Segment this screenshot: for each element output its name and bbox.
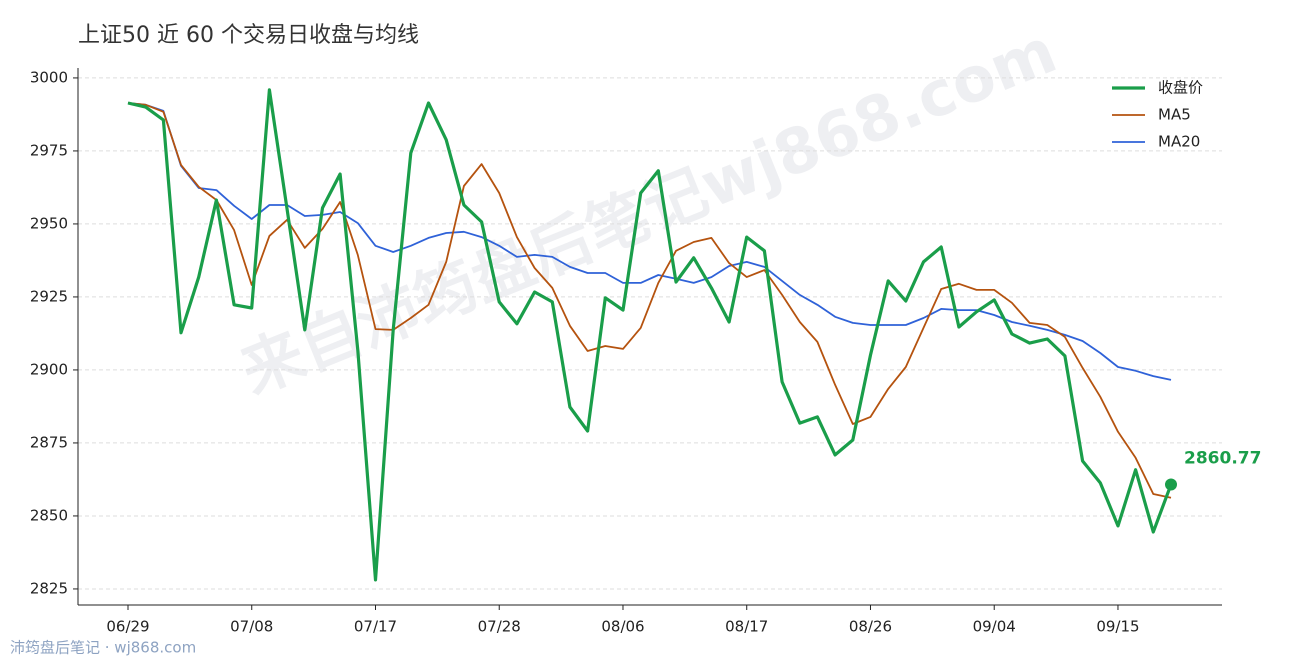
footer: 沛筠盘后笔记 · wj868.com <box>10 639 196 657</box>
y-tick-label: 2850 <box>30 506 68 524</box>
legend-label: MA5 <box>1158 106 1191 124</box>
x-tick-label: 06/29 <box>106 618 149 636</box>
legend-label: MA20 <box>1158 133 1200 151</box>
series-line <box>127 102 1172 381</box>
watermark: 来自沛筠盘后笔记wj868.com <box>231 14 1066 408</box>
y-tick-label: 2875 <box>30 433 68 451</box>
x-tick-label: 08/26 <box>849 618 892 636</box>
y-tick-label: 2950 <box>30 214 68 232</box>
series-line <box>127 102 1172 499</box>
series-line <box>127 88 1173 582</box>
x-tick-label: 08/06 <box>601 618 644 636</box>
x-tick-label: 08/17 <box>725 618 768 636</box>
x-tick-label: 09/15 <box>1096 618 1139 636</box>
y-tick-label: 2975 <box>30 141 68 159</box>
y-tick-label: 2900 <box>30 360 68 378</box>
end-point <box>1165 478 1177 491</box>
y-tick-label: 2925 <box>30 287 68 305</box>
x-tick-label: 07/08 <box>230 618 273 636</box>
legend-label: 收盘价 <box>1158 79 1203 97</box>
x-tick-label: 07/28 <box>478 618 521 636</box>
y-tick-label: 3000 <box>30 68 68 86</box>
end-label: 2860.77 <box>1184 448 1261 468</box>
chart-title: 上证50 近 60 个交易日收盘与均线 <box>78 23 419 48</box>
x-tick-label: 07/17 <box>354 618 397 636</box>
y-tick-label: 2825 <box>30 579 68 597</box>
x-tick-label: 09/04 <box>973 618 1016 636</box>
